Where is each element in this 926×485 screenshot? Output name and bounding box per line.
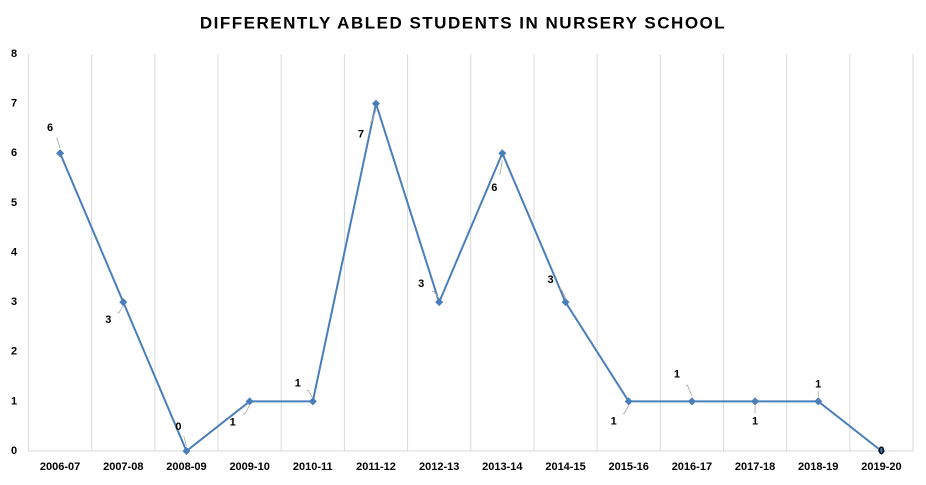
leader-line [685,384,693,397]
x-tick-label: 2006-07 [40,461,80,473]
marker [371,99,380,108]
x-tick-label: 2010-11 [293,461,333,473]
marker [624,397,633,406]
marker [561,298,570,307]
x-tick-label: 2014-15 [545,461,585,473]
marker [182,447,191,455]
leader-line [306,390,314,398]
chart-title: DIFFERENTLY ABLED STUDENTS IN NURSERY SC… [200,13,726,32]
marker [687,397,696,406]
data-label: 3 [418,278,424,290]
y-tick-label: 3 [11,296,17,308]
data-label: 0 [878,445,884,457]
data-label: 1 [611,415,617,427]
x-tick-label: 2016-17 [672,461,712,473]
x-tick-label: 2018-19 [798,461,838,473]
leader-line [431,290,440,299]
y-tick-label: 0 [11,445,17,457]
x-tick-label: 2007-08 [103,461,143,473]
marker [245,397,254,406]
y-tick-label: 5 [11,197,17,209]
leader-line [499,160,503,175]
data-label: 3 [105,314,111,326]
data-label: 0 [175,421,181,433]
leader-line [56,137,61,149]
data-label: 3 [547,274,553,286]
data-label: 1 [674,368,680,380]
y-tick-label: 6 [11,147,17,159]
x-tick-label: 2009-10 [229,461,269,473]
y-tick-label: 8 [11,48,17,60]
line [59,99,883,453]
leader-line [117,305,124,314]
data-label: 6 [47,122,53,134]
x-tick-label: 2015-16 [609,461,649,473]
data-label: 1 [295,377,301,389]
leader-line [242,405,250,415]
leader-line [559,288,566,298]
x-tick-label: 2017-18 [735,461,775,473]
x-tick-label: 2013-14 [482,461,523,473]
leader-line [183,436,187,447]
data-label: 1 [230,416,236,428]
marker [751,397,760,406]
x-tick-label: 2012-13 [419,461,459,473]
marker [56,149,65,158]
marker [498,149,507,158]
y-tick-label: 7 [11,98,17,110]
data-label: 6 [491,182,497,194]
marker [814,397,823,406]
leader-line [622,405,630,414]
data-label: 1 [815,378,821,390]
leader-line [369,109,377,123]
marker [435,298,444,307]
data-label: 1 [752,415,758,427]
x-tick-label: 2019-20 [861,461,901,473]
y-tick-label: 1 [11,395,17,407]
y-tick-label: 2 [11,346,17,358]
y-tick-label: 4 [11,246,18,258]
marker [877,447,886,455]
data-label: 7 [358,129,364,141]
marker [308,397,317,406]
marker [119,298,128,307]
x-tick-label: 2008-09 [166,461,206,473]
x-tick-label: 2011-12 [356,461,396,473]
